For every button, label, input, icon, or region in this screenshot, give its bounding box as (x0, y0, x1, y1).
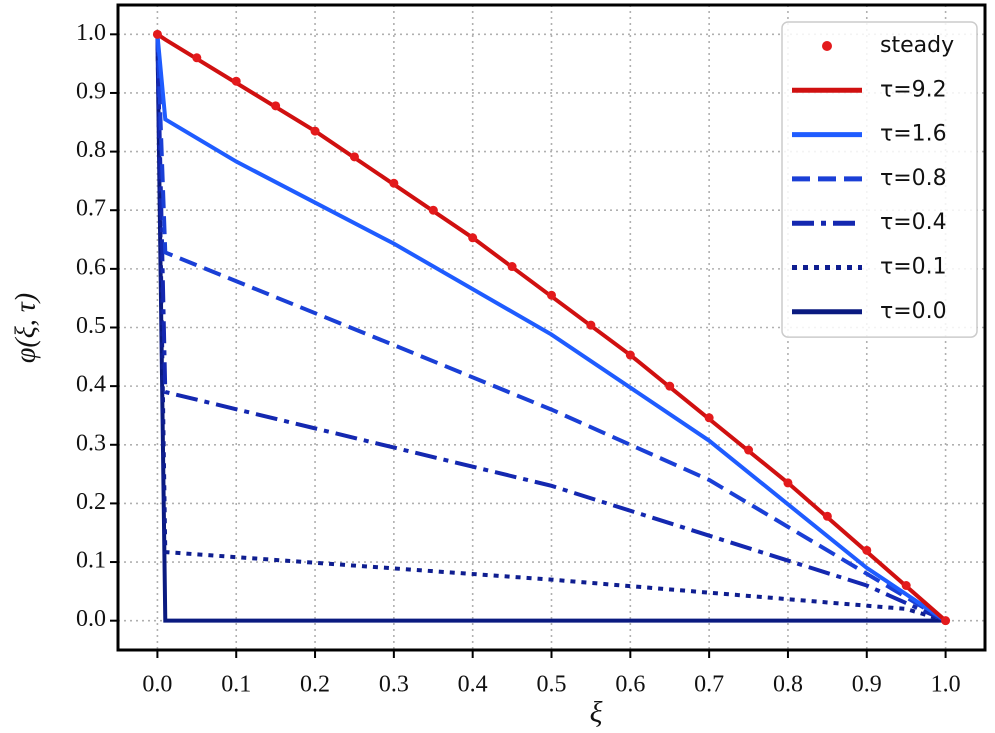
series-line (155, 34, 947, 623)
legend-label: τ=1.6 (880, 122, 947, 147)
x-axis-label: ξ (590, 696, 603, 729)
data-point (192, 53, 202, 63)
y-tick-label: 1.0 (76, 20, 106, 46)
y-tick-label: 0.1 (76, 548, 106, 574)
data-point (941, 616, 951, 626)
x-tick-label: 0.4 (458, 672, 488, 698)
data-point (152, 29, 162, 39)
legend-box (781, 21, 978, 338)
y-tick-label: 0.0 (76, 606, 106, 632)
x-tick-label: 0.3 (379, 672, 409, 698)
x-tick-label: 0.9 (852, 672, 882, 698)
legend-label: τ=0.1 (880, 255, 947, 280)
x-tick-label: 0.5 (537, 672, 567, 698)
legend-label: τ=0.0 (880, 299, 947, 324)
y-tick-label: 0.3 (76, 430, 106, 456)
x-tick-label: 0.1 (221, 672, 251, 698)
series-line (155, 34, 947, 623)
data-point (428, 205, 438, 215)
data-point (310, 126, 320, 136)
y-tick-label: 0.4 (76, 372, 106, 398)
y-axis-label: φ(ξ, τ) (10, 293, 41, 363)
y-tick-label: 0.5 (76, 313, 106, 339)
series-line (155, 34, 947, 623)
data-point (231, 76, 241, 86)
y-tick-label: 0.9 (76, 78, 106, 104)
x-tick-label: 0.8 (773, 672, 803, 698)
data-point (625, 350, 635, 360)
data-point (704, 413, 714, 423)
x-tick-label: 0.6 (615, 672, 645, 698)
legend-label: τ=9.2 (880, 77, 947, 102)
y-tick-label: 0.7 (76, 196, 106, 222)
data-point (547, 290, 556, 300)
data-point (507, 262, 517, 272)
data-point (862, 545, 872, 555)
y-tick-label: 0.2 (76, 489, 106, 515)
y-tick-label: 0.6 (76, 254, 106, 280)
data-point (468, 233, 478, 243)
x-tick-label: 0.7 (694, 672, 724, 698)
series-line (155, 34, 947, 623)
legend-label: τ=0.8 (880, 166, 947, 191)
data-point (744, 445, 754, 455)
data-point (822, 511, 832, 521)
x-tick-label: 1.0 (931, 672, 961, 698)
x-tick-label: 0.0 (142, 672, 172, 698)
legend-label: τ=0.4 (880, 210, 947, 235)
legend-marker (822, 41, 832, 51)
data-point (901, 581, 911, 590)
x-tick-label: 0.2 (300, 672, 330, 698)
data-point (665, 381, 675, 391)
legend-label: steady (880, 33, 954, 58)
data-point (349, 152, 359, 162)
data-point (586, 320, 596, 330)
data-point (389, 178, 399, 188)
data-point (783, 478, 793, 488)
data-point (271, 101, 281, 111)
y-tick-label: 0.8 (76, 137, 106, 163)
